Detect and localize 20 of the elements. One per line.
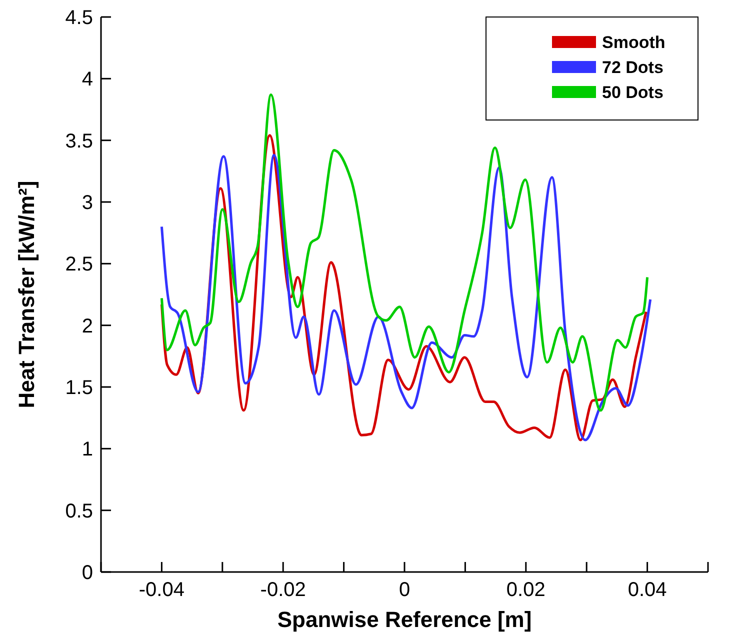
y-tick-label: 4 [82,68,93,91]
x-tick-label: 0.02 [506,579,546,601]
y-tick-label: 1 [82,438,93,461]
x-tick-label: 0.04 [628,579,667,601]
y-tick-label: 1.5 [65,377,93,399]
y-tick-label: 2 [82,315,93,338]
legend-label: 72 Dots [602,58,664,77]
y-tick-label: 0 [82,562,93,584]
y-tick-label: 2.5 [65,254,93,276]
y-tick-label: 4.5 [65,7,93,29]
x-tick-label: -0.02 [260,579,306,601]
y-tick-label: 0.5 [65,500,93,522]
y-tick-label: 3 [82,192,93,214]
y-axis-title: Heat Transfer [kW/m²] [14,180,39,408]
x-tick-label: -0.04 [138,579,184,601]
x-tick-label: 0 [398,579,410,601]
x-axis-title: Spanwise Reference [m] [277,607,532,632]
y-tick-label: 3.5 [65,130,93,152]
legend-label: 50 Dots [602,83,664,102]
legend-label: Smooth [602,33,666,52]
